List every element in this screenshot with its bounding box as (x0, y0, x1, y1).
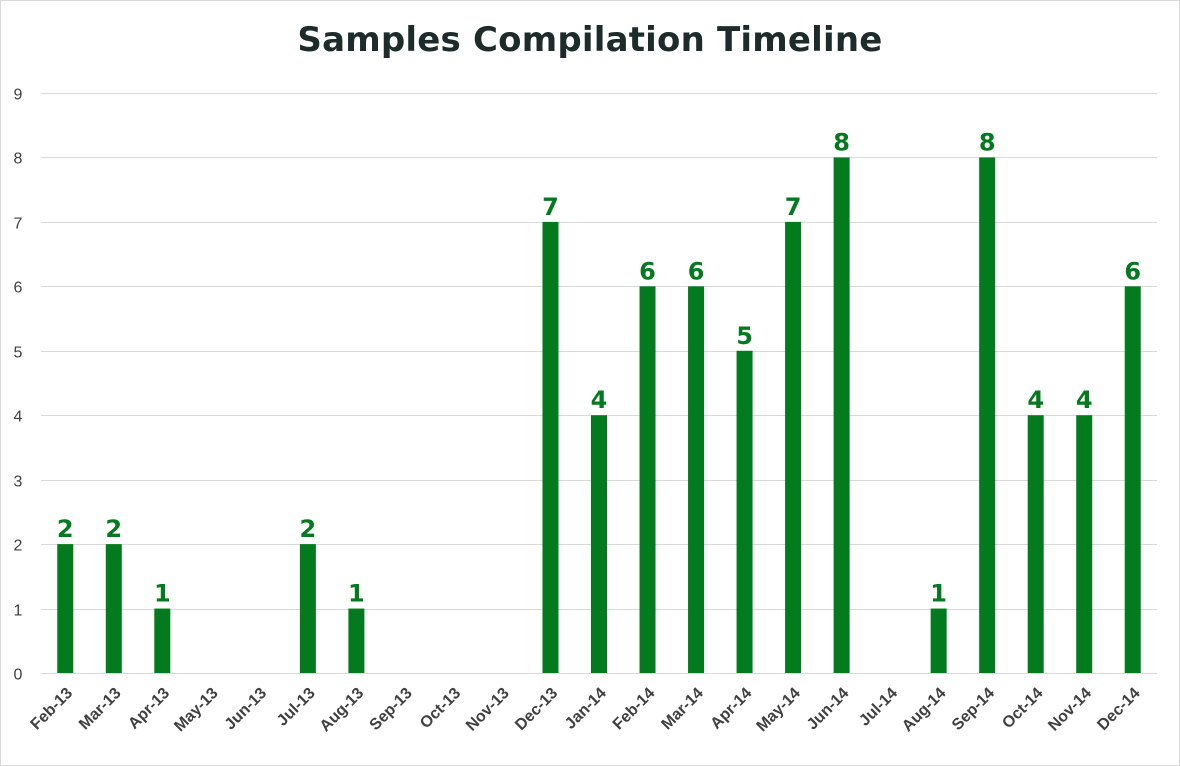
bar (639, 286, 656, 673)
data-label: 8 (979, 128, 996, 156)
x-tick-label: Feb-13 (28, 685, 77, 734)
bar (1027, 415, 1044, 673)
data-label: 1 (154, 580, 171, 608)
x-tick-label: Apr-13 (125, 685, 173, 733)
x-tick-label: Mar-14 (658, 685, 707, 734)
x-tick-label: Dec-14 (1094, 685, 1143, 734)
bar (688, 286, 705, 673)
x-tick-label: Jun-13 (222, 685, 271, 734)
data-label: 1 (348, 580, 365, 608)
x-tick-label: Oct-13 (417, 685, 464, 732)
bars (57, 157, 1141, 673)
x-tick-label: Feb-14 (610, 685, 659, 734)
bar (736, 350, 753, 673)
x-tick-label: Jun-14 (804, 685, 853, 734)
data-label: 4 (591, 386, 608, 414)
y-tick-label: 6 (14, 280, 23, 297)
y-tick-label: 8 (14, 151, 23, 168)
bar (299, 544, 316, 673)
x-tick-label: Sep-14 (949, 685, 998, 734)
y-tick-label: 3 (14, 474, 23, 491)
bar (542, 221, 559, 673)
bar (833, 157, 850, 673)
x-tick-label: Aug-14 (899, 685, 949, 735)
bar (348, 608, 365, 673)
data-label: 2 (105, 515, 122, 543)
y-tick-label: 4 (14, 409, 23, 426)
y-tick-label: 1 (14, 603, 23, 620)
data-label: 7 (785, 193, 802, 221)
y-tick-label: 5 (14, 345, 23, 362)
bar (930, 608, 947, 673)
data-label: 6 (688, 257, 705, 285)
x-tick-label: Jan-14 (562, 685, 610, 733)
bar (57, 544, 74, 673)
data-label: 5 (736, 322, 753, 350)
data-label: 2 (57, 515, 74, 543)
x-tick-label: Jul-13 (274, 685, 319, 730)
x-tick-label: Oct-14 (999, 685, 1046, 732)
data-label: 2 (300, 515, 317, 543)
bar (105, 544, 122, 673)
x-tick-label: Nov-13 (463, 685, 513, 735)
bar (785, 221, 802, 673)
x-tick-label: May-14 (754, 685, 804, 735)
x-tick-label: May-13 (171, 685, 221, 735)
x-tick-label: Sep-13 (367, 685, 416, 734)
data-label: 4 (1076, 386, 1093, 414)
y-axis-ticks: 0 1 2 3 4 5 6 7 8 9 (14, 87, 23, 684)
x-tick-label: Dec-13 (512, 685, 561, 734)
chart-title: Samples Compilation Timeline (297, 20, 883, 60)
bar (1076, 415, 1093, 673)
x-tick-label: Apr-14 (708, 685, 756, 733)
data-labels: 2 2 1 2 1 7 4 6 6 5 7 8 1 8 4 4 6 (57, 128, 1141, 607)
bar (979, 157, 996, 673)
x-tick-label: Nov-14 (1045, 685, 1095, 735)
data-label: 6 (639, 257, 656, 285)
x-tick-label: Jul-14 (856, 685, 901, 730)
data-label: 4 (1027, 386, 1044, 414)
x-tick-label: Mar-13 (76, 685, 125, 734)
bar (1124, 286, 1141, 673)
y-tick-label: 0 (14, 667, 23, 684)
y-tick-label: 7 (14, 216, 23, 233)
bar (591, 415, 607, 673)
x-tick-label: Aug-13 (317, 685, 367, 735)
y-tick-label: 2 (14, 538, 23, 555)
data-label: 6 (1124, 257, 1141, 285)
data-label: 7 (542, 193, 559, 221)
y-tick-label: 9 (14, 87, 23, 104)
bar (154, 608, 171, 673)
data-label: 1 (930, 580, 947, 608)
data-label: 8 (833, 128, 850, 156)
